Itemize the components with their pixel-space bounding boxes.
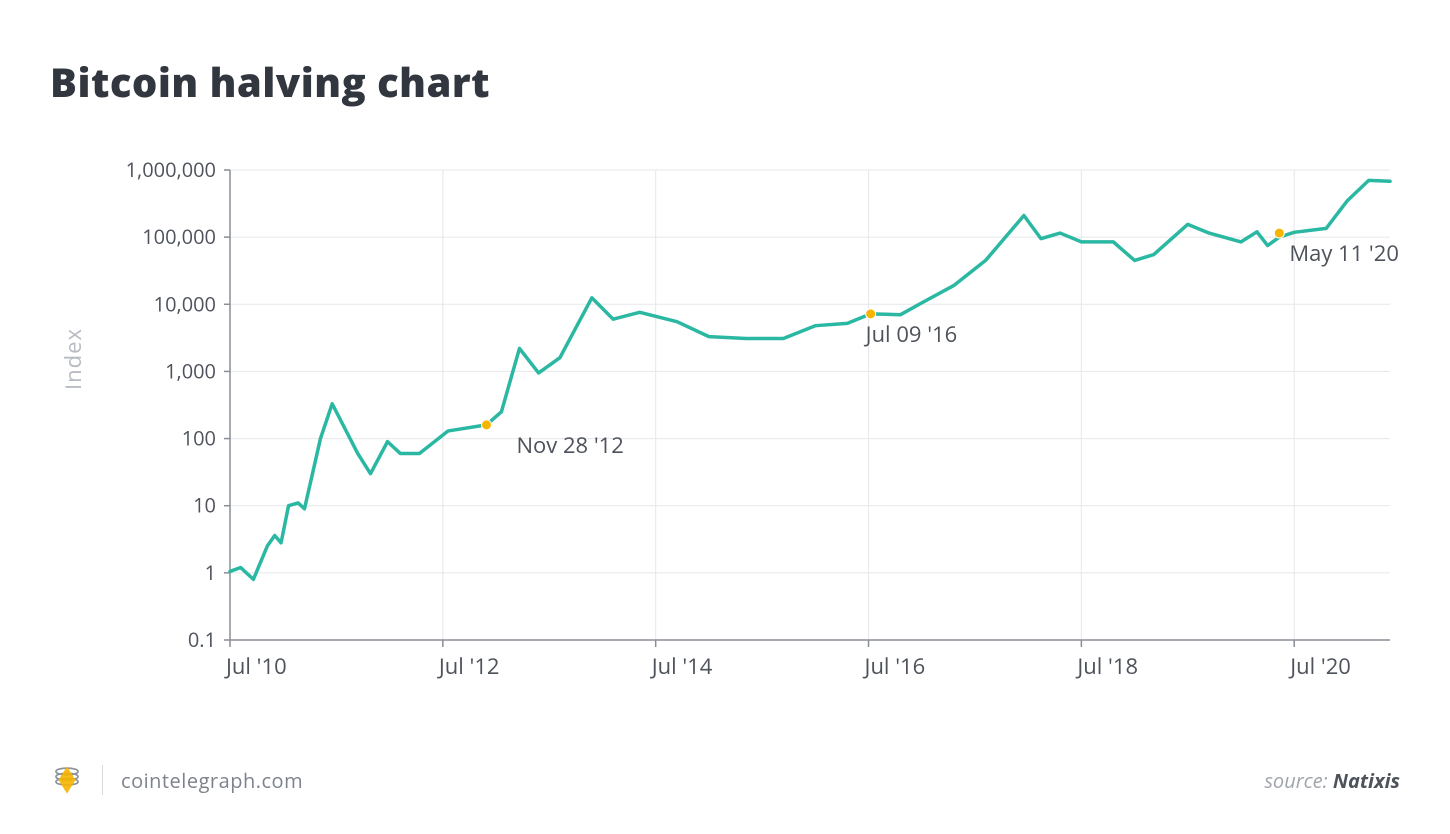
footer-left: cointelegraph.com bbox=[50, 763, 303, 797]
y-tick-label: 100 bbox=[182, 425, 216, 452]
cointelegraph-logo-icon bbox=[50, 763, 84, 797]
y-tick-label: 1 bbox=[205, 559, 216, 586]
chart-svg: 0.1 1 10 100 1,000 10,000 100,000 1,000,000 Jul … bbox=[100, 150, 1400, 710]
x-tick-label: Jul '16 bbox=[863, 651, 926, 681]
footer-separator bbox=[102, 765, 103, 795]
x-tick-label: Jul '14 bbox=[650, 651, 713, 681]
y-tick-label: 100,000 bbox=[142, 223, 216, 250]
x-tick-label: Jul '18 bbox=[1075, 651, 1138, 681]
footer-site: cointelegraph.com bbox=[121, 767, 303, 794]
source-prefix: source: bbox=[1264, 767, 1333, 794]
x-tick-label: Jul '10 bbox=[224, 651, 287, 681]
chart-area: 0.1 1 10 100 1,000 10,000 100,000 1,000,000 Jul … bbox=[100, 150, 1400, 710]
halving-marker bbox=[866, 309, 876, 319]
halving-annotation: Jul 09 '16 bbox=[864, 319, 958, 349]
chart-title: Bitcoin halving chart bbox=[50, 54, 490, 109]
halving-marker bbox=[1274, 228, 1284, 238]
y-axis-label: Index bbox=[58, 328, 88, 390]
halving-annotation: May 11 '20 bbox=[1289, 238, 1399, 268]
footer: cointelegraph.com source: Natixis bbox=[50, 760, 1400, 800]
y-tick-label: 1,000 bbox=[165, 357, 216, 384]
footer-source: source: Natixis bbox=[1264, 767, 1400, 794]
x-tick-label: Jul '12 bbox=[437, 651, 500, 681]
y-tick-label: 0.1 bbox=[188, 626, 216, 653]
halving-annotation: Nov 28 '12 bbox=[516, 430, 623, 460]
y-tick-label: 10 bbox=[193, 492, 216, 519]
x-tick-label: Jul '20 bbox=[1288, 651, 1351, 681]
price-line bbox=[230, 180, 1390, 579]
y-tick-label: 10,000 bbox=[154, 290, 216, 317]
y-tick-label: 1,000,000 bbox=[126, 156, 216, 183]
source-name: Natixis bbox=[1333, 767, 1400, 794]
halving-marker bbox=[481, 420, 491, 430]
